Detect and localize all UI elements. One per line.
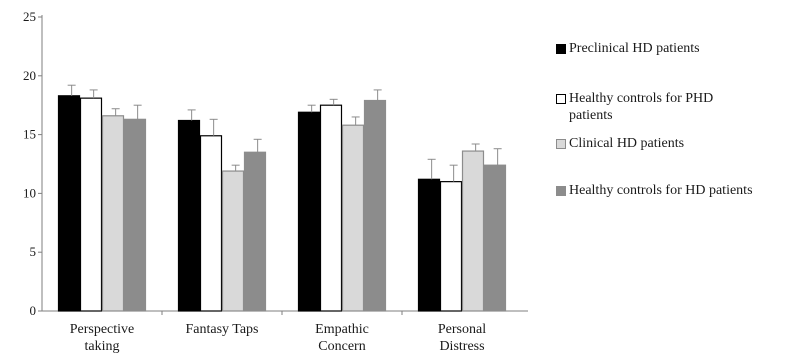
x-axis: Perspective taking Fantasy Taps Empathic Con… bbox=[42, 310, 528, 354]
error-bar-healthy-controls-for-phd-patients-personal-distress bbox=[449, 164, 458, 182]
legend-swatch-healthy-controls-phd bbox=[556, 94, 566, 104]
legend-swatch-healthy-controls-hd bbox=[556, 186, 566, 196]
bar-healthy-controls-for-phd-patients-fantasy-taps bbox=[199, 135, 223, 312]
bars bbox=[57, 95, 507, 312]
y-tick-label: 15 bbox=[23, 127, 36, 142]
bar-clinical-hd-patients-personal-distress bbox=[461, 150, 485, 312]
legend-item-clinical-hd: Clinical HD patients bbox=[556, 135, 684, 152]
error-bar-preclinical-hd-patients-empathic-concern bbox=[307, 104, 316, 113]
legend-item-healthy-controls-phd: Healthy controls for PHD patients bbox=[556, 90, 756, 124]
error-bar-clinical-hd-patients-empathic-concern bbox=[351, 116, 360, 126]
bar-preclinical-hd-patients-empathic-concern bbox=[297, 111, 321, 312]
error-bar-clinical-hd-patients-personal-distress bbox=[471, 143, 480, 152]
legend-swatch-clinical-hd bbox=[556, 139, 566, 149]
bar-clinical-hd-patients-fantasy-taps bbox=[221, 170, 245, 312]
legend-label: Healthy controls for PHD patients bbox=[569, 91, 714, 123]
legend-item-healthy-controls-hd: Healthy controls for HD patients bbox=[556, 182, 753, 199]
error-bar-healthy-controls-for-hd-patients-empathic-concern bbox=[373, 89, 382, 101]
legend-swatch-preclinical-hd bbox=[556, 44, 566, 54]
y-tick-label: 5 bbox=[30, 244, 37, 259]
y-tick-label: 10 bbox=[23, 185, 36, 200]
bar-healthy-controls-for-hd-patients-empathic-concern bbox=[363, 99, 387, 312]
bar-healthy-controls-for-hd-patients-fantasy-taps bbox=[243, 151, 267, 312]
x-tick-label-empathic-concern: Empathic Concern bbox=[315, 322, 369, 354]
error-bar-preclinical-hd-patients-personal-distress bbox=[427, 158, 436, 180]
error-bar-healthy-controls-for-hd-patients-fantasy-taps bbox=[253, 138, 262, 153]
error-bar-healthy-controls-for-phd-patients-empathic-concern bbox=[329, 98, 338, 106]
y-tick-label: 20 bbox=[23, 68, 36, 83]
bar-preclinical-hd-patients-fantasy-taps bbox=[177, 119, 201, 312]
x-tick-label-perspective-taking: Perspective taking bbox=[70, 322, 135, 354]
error-bar-healthy-controls-for-hd-patients-personal-distress bbox=[493, 148, 502, 166]
error-bar-healthy-controls-for-hd-patients-perspective-taking bbox=[133, 104, 142, 120]
bar-healthy-controls-for-phd-patients-empathic-concern bbox=[319, 104, 343, 312]
y-tick-label: 25 bbox=[23, 9, 36, 24]
legend-label: Clinical HD patients bbox=[569, 136, 685, 151]
bar-healthy-controls-for-phd-patients-perspective-taking bbox=[79, 97, 103, 312]
legend-label: Healthy controls for HD patients bbox=[569, 183, 753, 198]
bar-healthy-controls-for-phd-patients-personal-distress bbox=[439, 181, 463, 312]
y-axis: 0 5 10 15 20 25 bbox=[23, 9, 43, 318]
bar-healthy-controls-for-hd-patients-personal-distress bbox=[483, 164, 507, 312]
error-bar-healthy-controls-for-phd-patients-fantasy-taps bbox=[209, 118, 218, 136]
error-bar-preclinical-hd-patients-perspective-taking bbox=[67, 84, 76, 96]
legend-item-preclinical-hd: Preclinical HD patients bbox=[556, 40, 700, 57]
error-bar-preclinical-hd-patients-fantasy-taps bbox=[187, 109, 196, 121]
x-tick-label-fantasy-taps: Fantasy Taps bbox=[185, 322, 258, 337]
x-tick-label-personal-distress: Personal Distress bbox=[438, 322, 486, 354]
bar-clinical-hd-patients-perspective-taking bbox=[101, 115, 125, 312]
error-bars bbox=[67, 84, 502, 182]
error-bar-healthy-controls-for-phd-patients-perspective-taking bbox=[89, 89, 98, 99]
bar-clinical-hd-patients-empathic-concern bbox=[341, 124, 365, 312]
y-tick-label: 0 bbox=[30, 303, 37, 318]
bar-healthy-controls-for-hd-patients-perspective-taking bbox=[123, 118, 147, 312]
bar-preclinical-hd-patients-perspective-taking bbox=[57, 95, 81, 312]
legend-label: Preclinical HD patients bbox=[569, 41, 700, 56]
bar-preclinical-hd-patients-personal-distress bbox=[417, 178, 441, 312]
error-bar-clinical-hd-patients-perspective-taking bbox=[111, 108, 120, 116]
error-bar-clinical-hd-patients-fantasy-taps bbox=[231, 164, 240, 172]
